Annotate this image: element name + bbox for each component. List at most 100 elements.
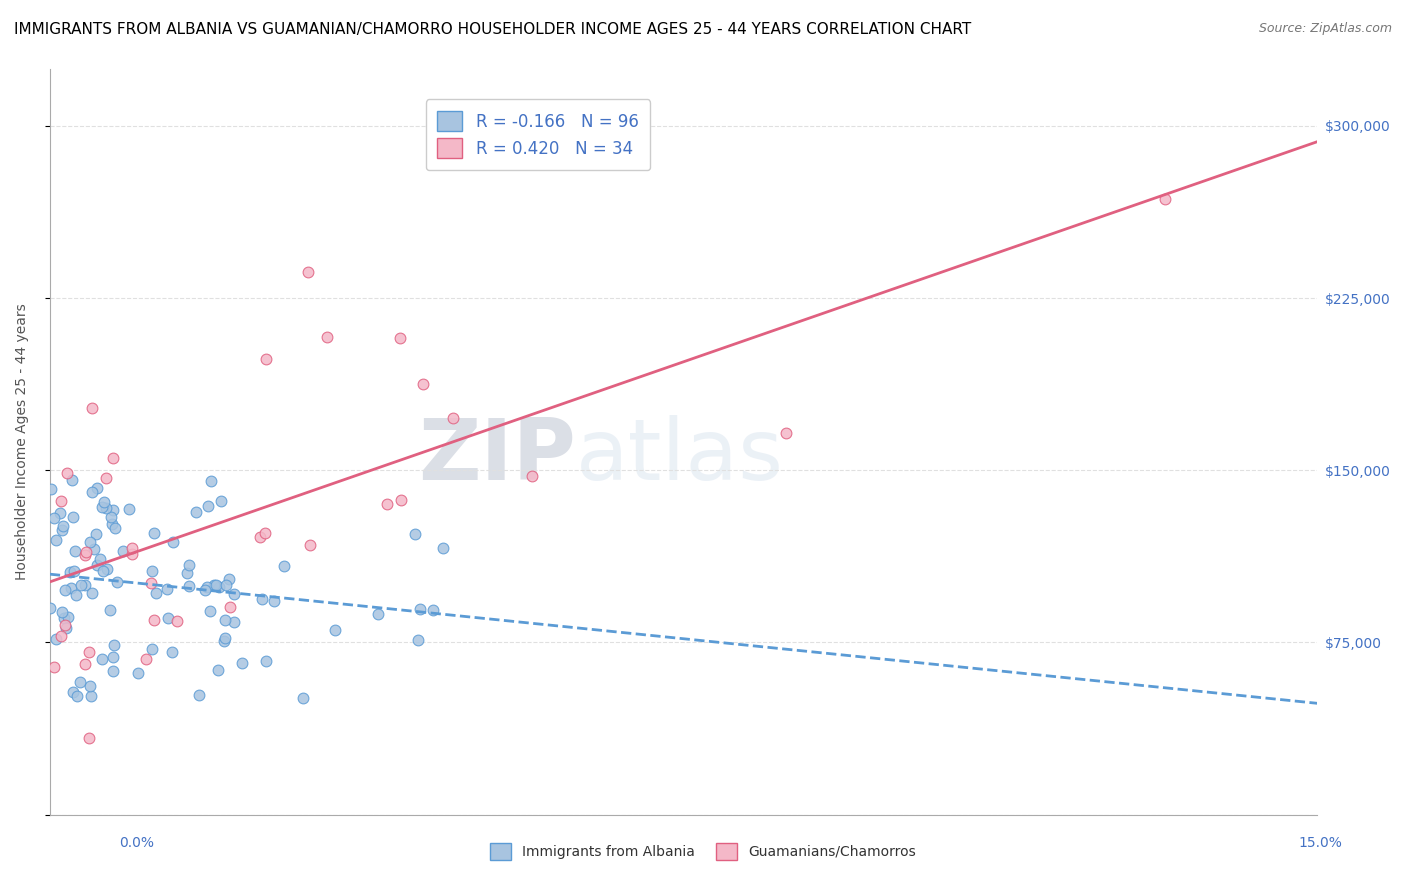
Point	[86, 558, 108, 572]
Point	[82, 586, 104, 600]
Text: 0.0%: 0.0%	[120, 836, 155, 850]
Text: ZIP: ZIP	[418, 415, 576, 498]
Point	[103, 639, 125, 653]
Point	[143, 525, 166, 540]
Point	[292, 690, 315, 705]
Point	[63, 564, 86, 578]
Point	[53, 583, 76, 598]
Point	[79, 535, 101, 549]
Point	[520, 469, 543, 483]
Point	[249, 530, 271, 544]
Point	[775, 425, 797, 440]
Point	[205, 578, 228, 592]
Point	[112, 544, 135, 558]
Point	[188, 688, 211, 702]
Point	[105, 575, 128, 590]
Point	[222, 587, 245, 601]
Point	[59, 565, 82, 579]
Point	[254, 351, 277, 366]
Point	[177, 579, 200, 593]
Point	[90, 652, 112, 666]
Point	[89, 551, 111, 566]
Point	[56, 466, 79, 480]
Point	[91, 564, 114, 578]
Point	[49, 493, 72, 508]
Point	[80, 690, 103, 704]
Point	[101, 503, 124, 517]
Point	[207, 663, 229, 677]
Point	[412, 377, 434, 392]
Point	[162, 535, 184, 549]
Point	[432, 541, 454, 555]
Point	[51, 523, 73, 537]
Point	[121, 547, 143, 561]
Point	[84, 526, 107, 541]
Point	[367, 607, 389, 621]
Point	[141, 564, 163, 578]
Point	[200, 603, 222, 617]
Point	[209, 494, 232, 508]
Point	[45, 533, 67, 548]
Point	[82, 485, 104, 500]
Point	[135, 652, 157, 666]
Point	[253, 526, 276, 541]
Point	[222, 615, 245, 629]
Point	[55, 621, 77, 635]
Point	[82, 401, 104, 416]
Point	[121, 541, 143, 555]
Point	[156, 582, 179, 597]
Point	[53, 617, 76, 632]
Point	[39, 601, 62, 615]
Point	[404, 527, 426, 541]
Point	[83, 542, 105, 557]
Point	[75, 545, 97, 559]
Point	[179, 558, 201, 572]
Point	[73, 578, 96, 592]
Point	[156, 611, 179, 625]
Point	[44, 660, 66, 674]
Point	[49, 629, 72, 643]
Point	[39, 482, 62, 496]
Point	[299, 538, 322, 552]
Point	[186, 505, 208, 519]
Point	[145, 586, 167, 600]
Point	[66, 689, 89, 703]
Point	[273, 558, 295, 573]
Legend: Immigrants from Albania, Guamanians/Chamorros: Immigrants from Albania, Guamanians/Cham…	[485, 838, 921, 865]
Point	[375, 497, 398, 511]
Point	[63, 544, 86, 558]
Point	[96, 562, 118, 576]
Point	[214, 613, 236, 627]
Point	[208, 580, 231, 594]
Point	[176, 566, 198, 581]
Point	[79, 645, 101, 659]
Point	[263, 594, 285, 608]
Point	[215, 578, 238, 592]
Text: IMMIGRANTS FROM ALBANIA VS GUAMANIAN/CHAMORRO HOUSEHOLDER INCOME AGES 25 - 44 YE: IMMIGRANTS FROM ALBANIA VS GUAMANIAN/CHA…	[14, 22, 972, 37]
Point	[91, 500, 114, 514]
Point	[316, 330, 339, 344]
Point	[100, 509, 122, 524]
Point	[98, 603, 121, 617]
Point	[141, 576, 163, 591]
Point	[219, 599, 242, 614]
Point	[62, 685, 84, 699]
Point	[79, 679, 101, 693]
Point	[406, 633, 429, 648]
Point	[441, 411, 464, 425]
Point	[389, 492, 412, 507]
Legend: R = -0.166   N = 96, R = 0.420   N = 34: R = -0.166 N = 96, R = 0.420 N = 34	[426, 99, 650, 169]
Point	[254, 654, 277, 668]
Point	[231, 656, 253, 670]
Point	[51, 605, 73, 619]
Point	[323, 623, 346, 637]
Point	[202, 578, 225, 592]
Point	[52, 518, 75, 533]
Point	[409, 602, 432, 616]
Text: atlas: atlas	[576, 415, 785, 498]
Point	[101, 517, 124, 532]
Point	[44, 632, 66, 646]
Point	[214, 631, 236, 645]
Point	[389, 331, 412, 345]
Point	[166, 614, 188, 628]
